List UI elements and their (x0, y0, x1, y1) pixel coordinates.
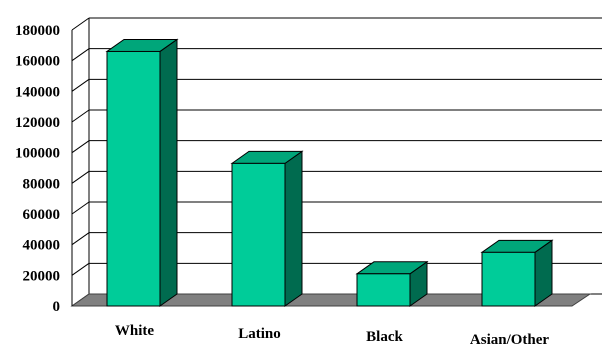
x-category-label: Asian/Other (470, 332, 550, 348)
gridline-side (71, 17, 90, 31)
bar (105, 38, 179, 307)
y-tick-label: 0 (53, 299, 61, 315)
gridline-side (71, 140, 90, 154)
gridline-side (71, 201, 90, 215)
gridline-side (71, 262, 90, 276)
bar-front-face (356, 273, 411, 307)
y-tick-label: 40000 (23, 238, 61, 254)
y-axis: 0 20000 40000 60000 80000 100000 120000 140000 1… (15, 23, 60, 315)
bar-side-face (284, 150, 303, 307)
y-tick-label: 180000 (15, 23, 60, 39)
gridline-side (71, 109, 90, 123)
y-tick-label: 60000 (23, 207, 61, 223)
y-tick-label: 20000 (23, 268, 61, 284)
y-tick-label: 140000 (15, 84, 60, 100)
gridline-side (71, 232, 90, 246)
y-tick-label: 120000 (15, 115, 60, 131)
bar-front-face (481, 251, 536, 307)
bar-side-face (159, 38, 178, 307)
y-tick-label: 80000 (23, 176, 61, 192)
x-category-label: Latino (238, 326, 281, 342)
bar-front-face (106, 50, 161, 307)
bar (230, 150, 304, 307)
bar (480, 239, 554, 307)
bar-series (105, 38, 554, 307)
y-tick-label: 160000 (15, 54, 60, 70)
x-category-label: Black (366, 329, 403, 345)
bar-front-face (231, 162, 286, 307)
gridline-side (71, 170, 90, 184)
x-category-label: White (115, 323, 155, 339)
gridline-side (71, 78, 90, 92)
gridline-side (71, 48, 90, 62)
y-tick-label: 100000 (15, 146, 60, 162)
x-axis: White Latino Black Asian/Other (115, 323, 550, 348)
bar (355, 260, 429, 307)
